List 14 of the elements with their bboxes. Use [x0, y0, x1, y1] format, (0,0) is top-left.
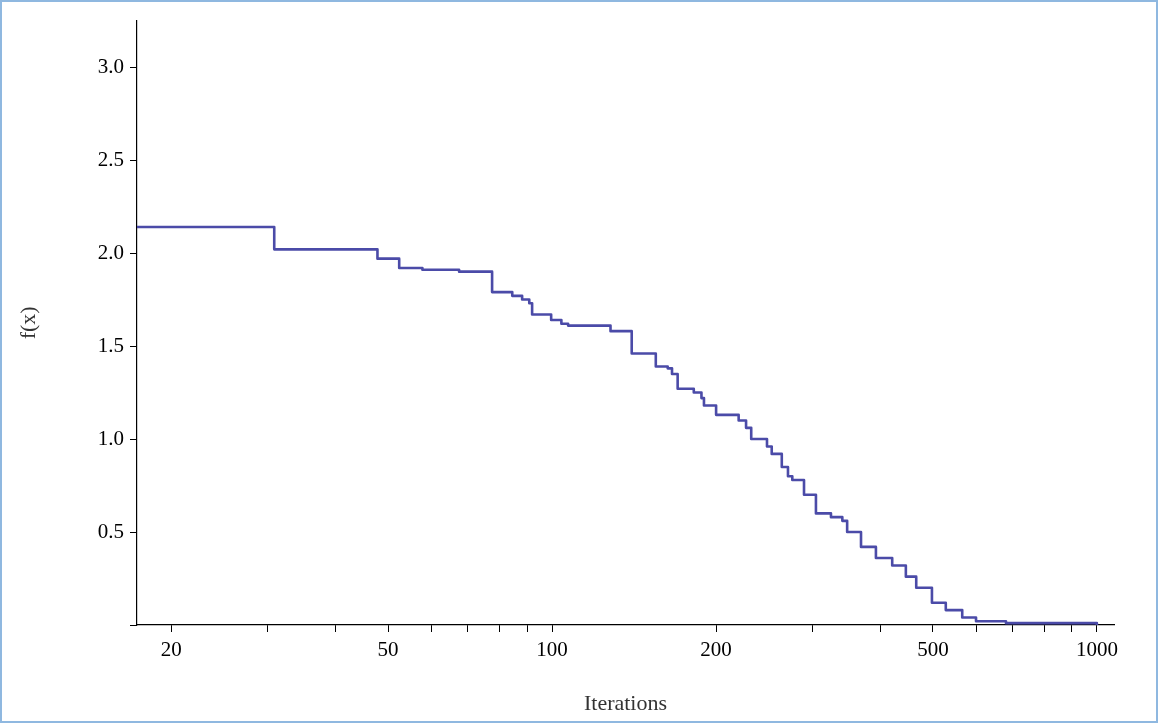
y-tick-label: 1.5 — [97, 332, 124, 357]
x-tick-label: 200 — [700, 637, 732, 662]
y-tick-label: 3.0 — [97, 53, 124, 78]
x-tick-label: 1000 — [1075, 637, 1118, 662]
y-axis-title: f(x) — [14, 306, 40, 340]
y-tick-label: 2.5 — [97, 146, 124, 171]
y-tick-label: 2.0 — [97, 239, 124, 264]
x-tick-label: 50 — [377, 637, 399, 662]
y-tick-label: 1.0 — [97, 425, 124, 450]
x-axis-title: Iterations — [583, 689, 668, 715]
x-tick-label: 100 — [536, 637, 568, 662]
x-tick-label: 20 — [160, 637, 182, 662]
y-tick-label: 0.5 — [97, 518, 124, 543]
x-tick-label: 500 — [917, 637, 949, 662]
